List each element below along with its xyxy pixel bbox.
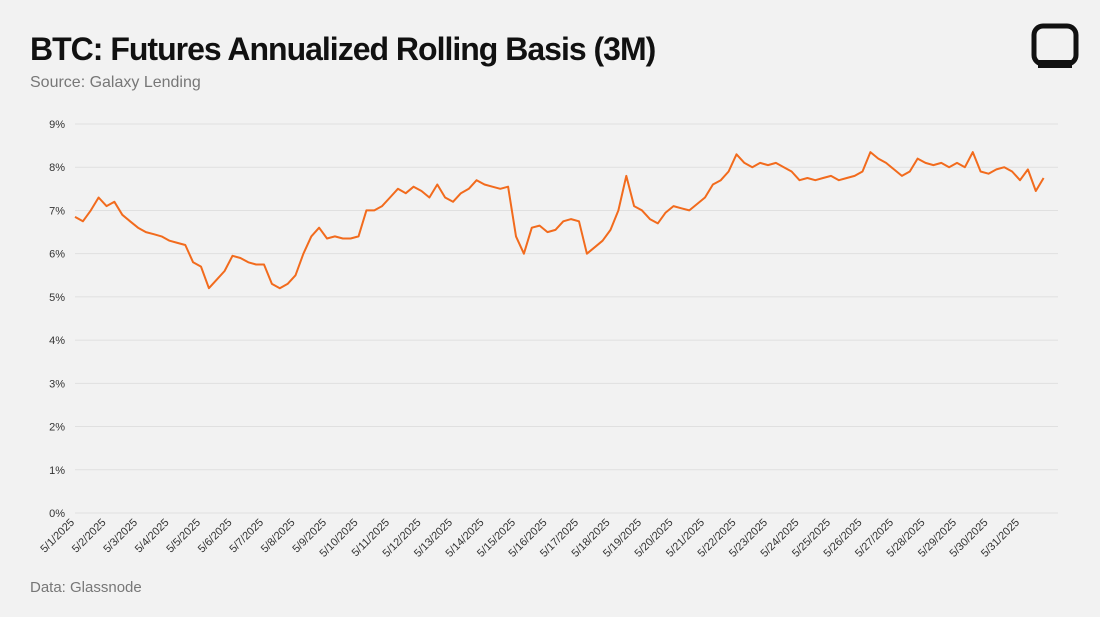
y-tick-label: 0% xyxy=(49,508,65,520)
chart-title: BTC: Futures Annualized Rolling Basis (3… xyxy=(30,31,656,67)
y-tick-label: 3% xyxy=(49,378,65,390)
y-tick-label: 1% xyxy=(49,465,65,477)
line xyxy=(74,151,1045,290)
y-tick-label: 7% xyxy=(49,205,65,217)
footer: Data: Glassnode xyxy=(30,579,142,596)
y-tick-label: 5% xyxy=(49,292,65,304)
logo xyxy=(1031,23,1079,68)
y-tick-label: 4% xyxy=(49,335,65,347)
y-tick-label: 6% xyxy=(49,249,65,261)
y-tick-label: 8% xyxy=(49,162,65,174)
y-tick-label: 9% xyxy=(49,119,65,131)
chart-subtitle: Source: Galaxy Lending xyxy=(30,74,201,91)
y-tick-label: 2% xyxy=(49,422,65,434)
